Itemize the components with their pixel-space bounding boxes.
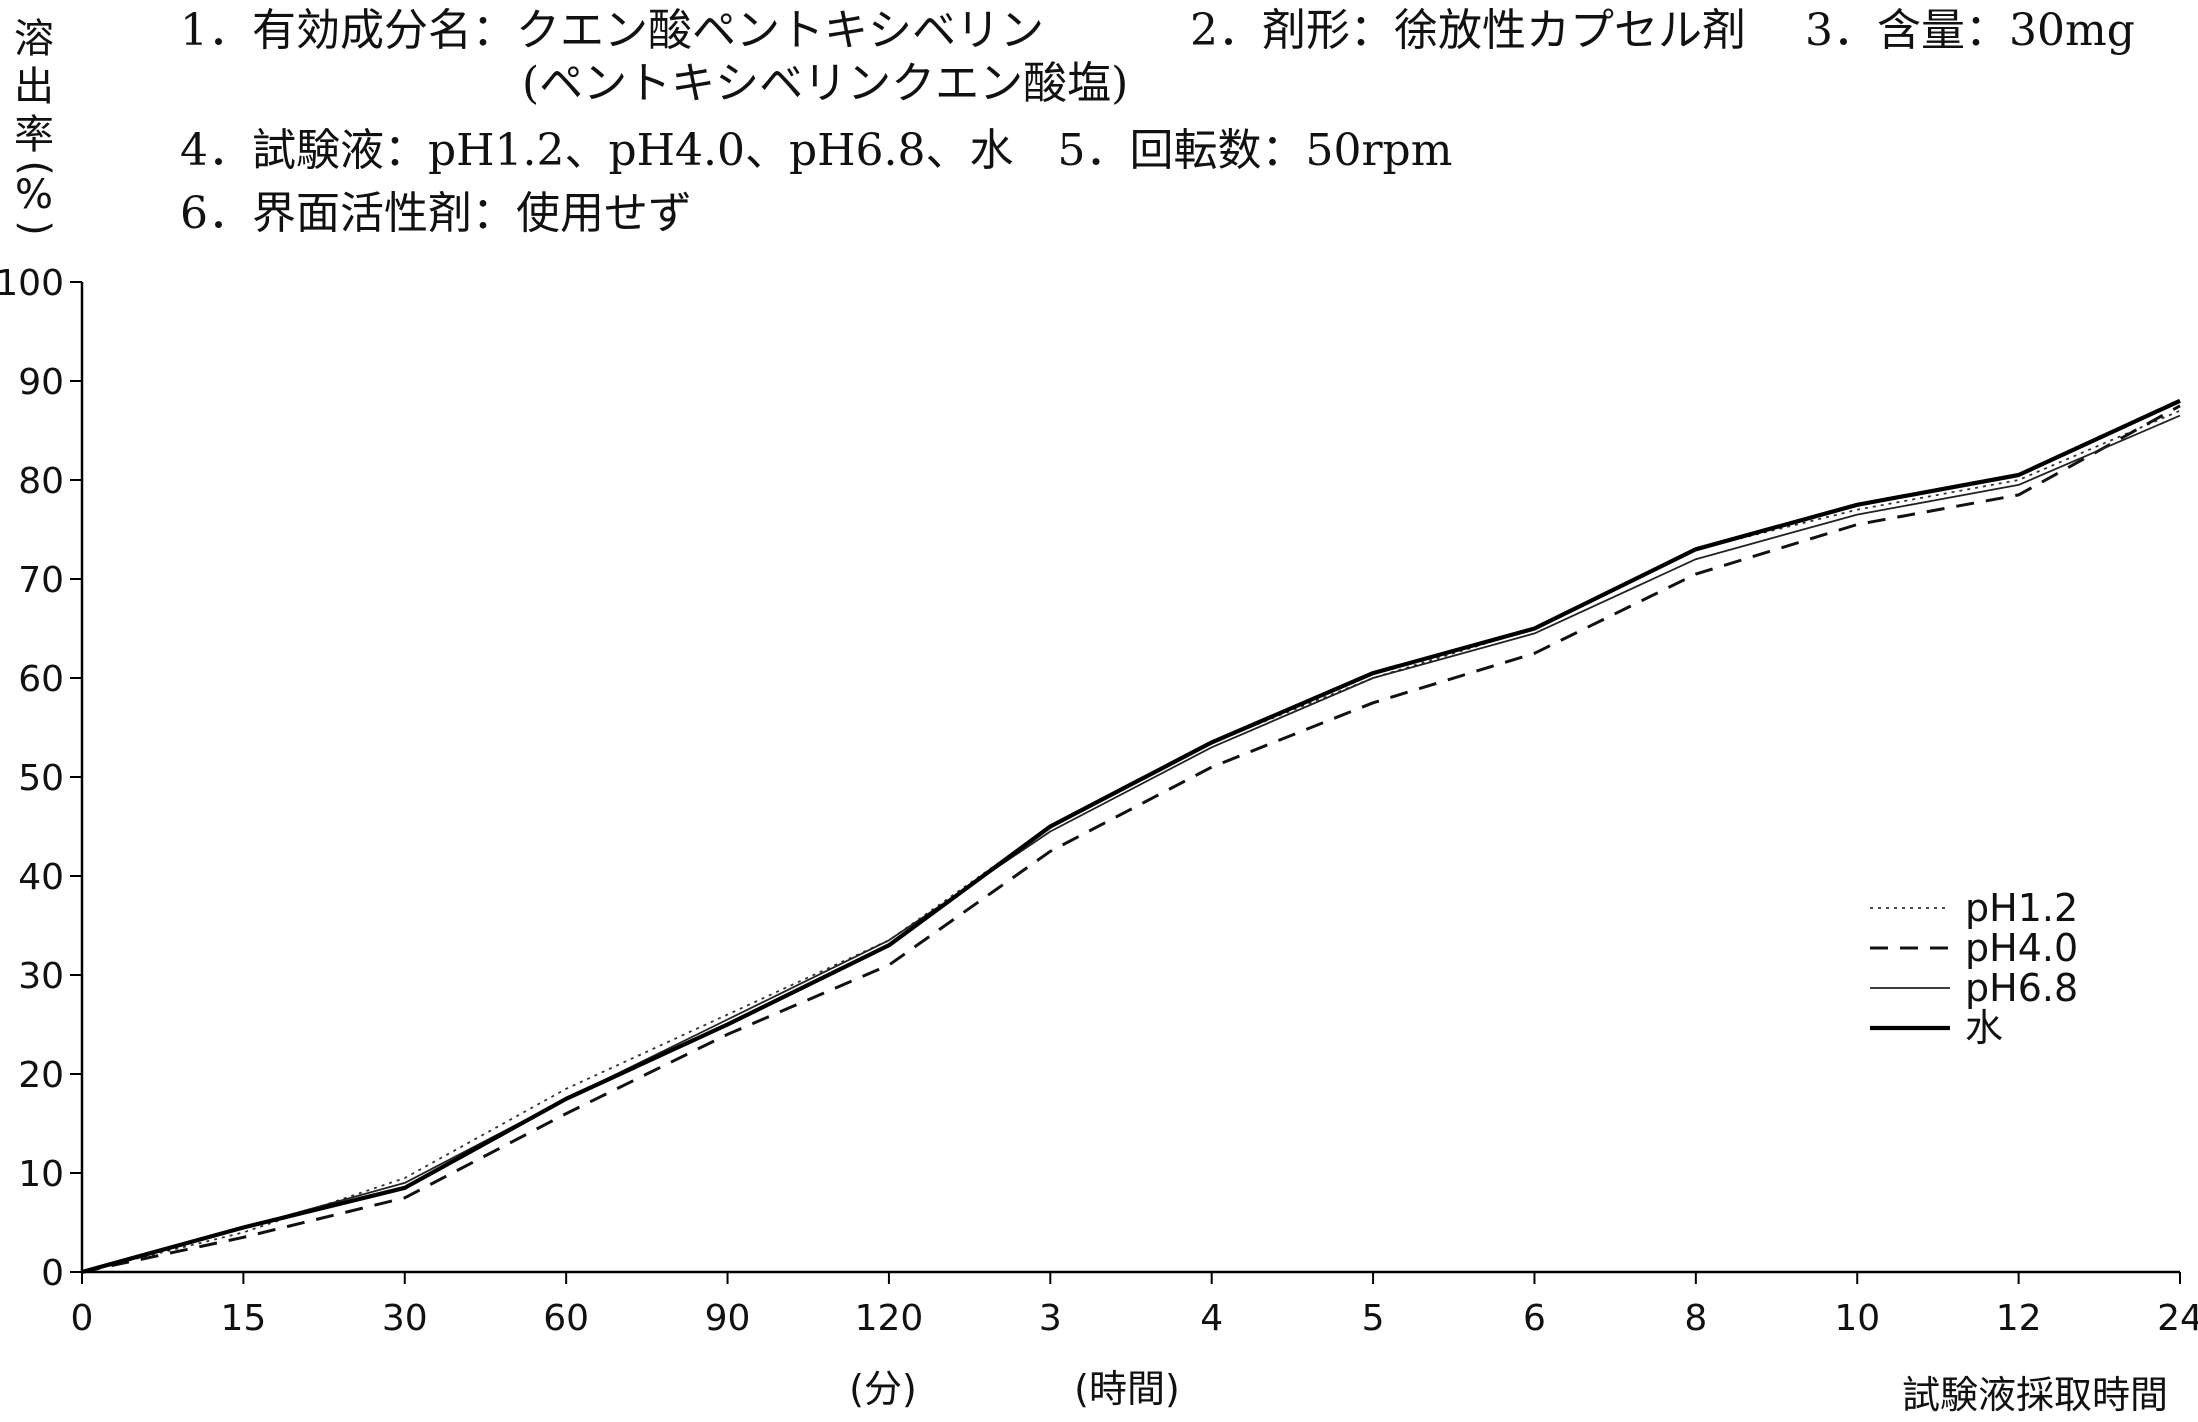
x-ticks: 0 15 30 60 90 120 3 4 5 6 8 10 12 24 (71, 1272, 2198, 1339)
x-tick-label: 12 (1996, 1298, 2042, 1339)
y-axis-label: 溶 出 率 ( % ) (12, 16, 58, 236)
header-line1-left: 1．有効成分名：クエン酸ペントキシベリン (180, 5, 1044, 56)
y-tick-label: 80 (18, 461, 64, 502)
x-axis-units: (分) (時間) 試験液採取時間 (849, 1367, 2168, 1417)
header-line3: 4．試験液：pH1.2、pH4.0、pH6.8、水 5．回転数：50rpm (180, 125, 1452, 176)
x-tick-label: 10 (1834, 1298, 1880, 1339)
x-tick-label: 90 (705, 1298, 751, 1339)
y-tick-label: 30 (18, 956, 64, 997)
series-line-2 (81, 404, 2181, 1274)
x-tick-label: 3 (1039, 1298, 1062, 1339)
y-tick-label: 90 (18, 362, 64, 403)
x-tick-label: 15 (220, 1298, 266, 1339)
header-line1-mid: 2．剤形：徐放性カプセル剤 (1190, 5, 1746, 56)
legend-label-1: pH1.2 (1965, 886, 2078, 930)
y-tick-label: 10 (18, 1154, 64, 1195)
series-line-3 (81, 414, 2181, 1273)
axes (80, 282, 2180, 1274)
y-tick-label: 50 (18, 758, 64, 799)
legend-label-3: pH6.8 (1965, 966, 2078, 1010)
series-line-4 (81, 398, 2181, 1275)
x-tick-label: 30 (382, 1298, 428, 1339)
x-tick-label: 0 (71, 1298, 94, 1339)
header-line4: 6．界面活性剤：使用せず (180, 188, 692, 239)
x-tick-label: 4 (1200, 1298, 1223, 1339)
y-tick-label: 0 (41, 1253, 64, 1294)
x-tick-label: 5 (1362, 1298, 1385, 1339)
y-tick-label: 100 (0, 263, 64, 304)
x-tick-label: 6 (1523, 1298, 1546, 1339)
header-line2: (ペントキシベリンクエン酸塩) (522, 58, 1128, 109)
x-axis-label: 試験液採取時間 (1902, 1373, 2168, 1417)
legend-label-2: pH4.0 (1965, 926, 2078, 970)
legend-label-4: 水 (1965, 1006, 2003, 1050)
y-label-char-6: ) (12, 220, 58, 236)
y-tick-label: 70 (18, 560, 64, 601)
y-tick-label: 20 (18, 1055, 64, 1096)
x-unit-hours: (時間) (1074, 1367, 1180, 1411)
y-label-char-1: 溶 (14, 16, 54, 62)
y-label-char-2: 出 (14, 64, 54, 110)
x-tick-label: 24 (2157, 1298, 2198, 1339)
series-lines (81, 398, 2181, 1275)
y-ticks: 0 10 20 30 40 50 60 70 80 90 100 (0, 263, 82, 1294)
x-tick-label: 60 (543, 1298, 589, 1339)
header: 1．有効成分名：クエン酸ペントキシベリン 2．剤形：徐放性カプセル剤 3．含量：… (180, 5, 2135, 239)
y-label-char-5: % (15, 172, 53, 218)
x-unit-minutes: (分) (849, 1367, 917, 1411)
y-label-char-4: ( (12, 160, 58, 176)
y-label-char-3: 率 (14, 112, 54, 158)
y-tick-label: 40 (18, 857, 64, 898)
series-line-1 (81, 409, 2181, 1273)
header-line1-right: 3．含量：30mg (1805, 5, 2135, 56)
y-tick-label: 60 (18, 659, 64, 700)
x-tick-label: 120 (855, 1298, 924, 1339)
x-tick-label: 8 (1684, 1298, 1707, 1339)
